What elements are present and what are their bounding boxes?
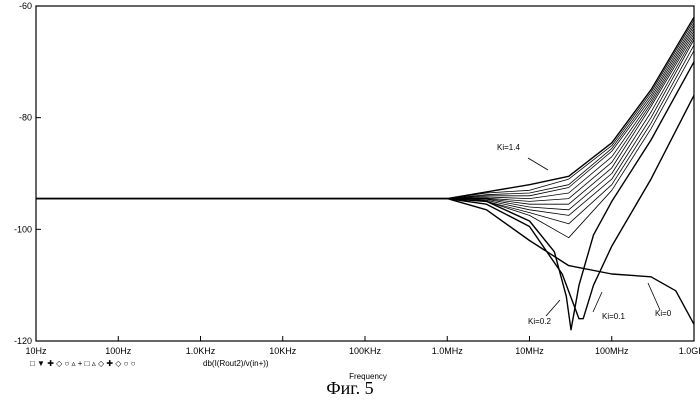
y-axis-tick-labels: -60 -80 -100 -120 — [14, 1, 32, 346]
x-tick-label: 10MHz — [515, 346, 544, 356]
annotation-layer: Ki=1.4 Ki=0.2 Ki=0.1 Ki=0 — [497, 143, 672, 326]
series-line-13 — [36, 17, 694, 198]
trace-label: db(I(Rout2)/v(in+)) — [203, 359, 269, 368]
marker-legend: □ ▼ ✚ ◇ ○ ▵ + □ ▵ ◇ ✚ ◇ ○ ○ — [30, 359, 136, 368]
x-tick-label: 100Hz — [105, 346, 132, 356]
x-axis-tick-labels: 10Hz 100Hz 1.0KHz 10KHz 100KHz 1.0MHz 10MHz 100… — [25, 346, 700, 356]
figure-caption: Фиг. 5 — [0, 378, 700, 399]
series-annotation: Ki=0.2 — [528, 317, 551, 326]
series-layer — [36, 17, 694, 330]
series-line-12 — [36, 20, 694, 199]
y-tick-label: -60 — [19, 1, 32, 11]
y-tick-label: -100 — [14, 224, 32, 234]
series-annotation: Ki=1.4 — [497, 143, 520, 152]
annotation-leader — [528, 158, 548, 170]
series-line-3 — [36, 51, 694, 238]
x-tick-label: 10Hz — [25, 346, 47, 356]
series-line-8 — [36, 31, 694, 201]
x-tick-label: 100MHz — [595, 346, 629, 356]
x-tick-label: 1.0KHz — [186, 346, 216, 356]
series-annotation: Ki=0.1 — [602, 312, 625, 321]
annotation-leader — [546, 300, 560, 316]
plot-frame — [36, 6, 694, 341]
x-tick-label: 100KHz — [349, 346, 382, 356]
series-annotation: Ki=0 — [655, 309, 672, 318]
axis-ticks — [36, 6, 694, 341]
series-line-2 — [36, 62, 694, 330]
annotation-leader — [648, 283, 660, 310]
series-line-9 — [36, 28, 694, 198]
x-tick-label: 1.0GHz — [679, 346, 700, 356]
y-tick-label: -120 — [14, 336, 32, 346]
series-line-4 — [36, 45, 694, 224]
y-tick-label: -80 — [19, 113, 32, 123]
series-line-7 — [36, 34, 694, 204]
x-tick-label: 1.0MHz — [432, 346, 464, 356]
series-line-1 — [36, 95, 694, 318]
series-line-5 — [36, 40, 694, 216]
series-line-0 — [36, 199, 694, 325]
annotation-leader — [593, 292, 602, 312]
series-line-6 — [36, 37, 694, 210]
series-line-11 — [36, 23, 694, 199]
series-line-10 — [36, 26, 694, 199]
x-tick-label: 10KHz — [269, 346, 297, 356]
